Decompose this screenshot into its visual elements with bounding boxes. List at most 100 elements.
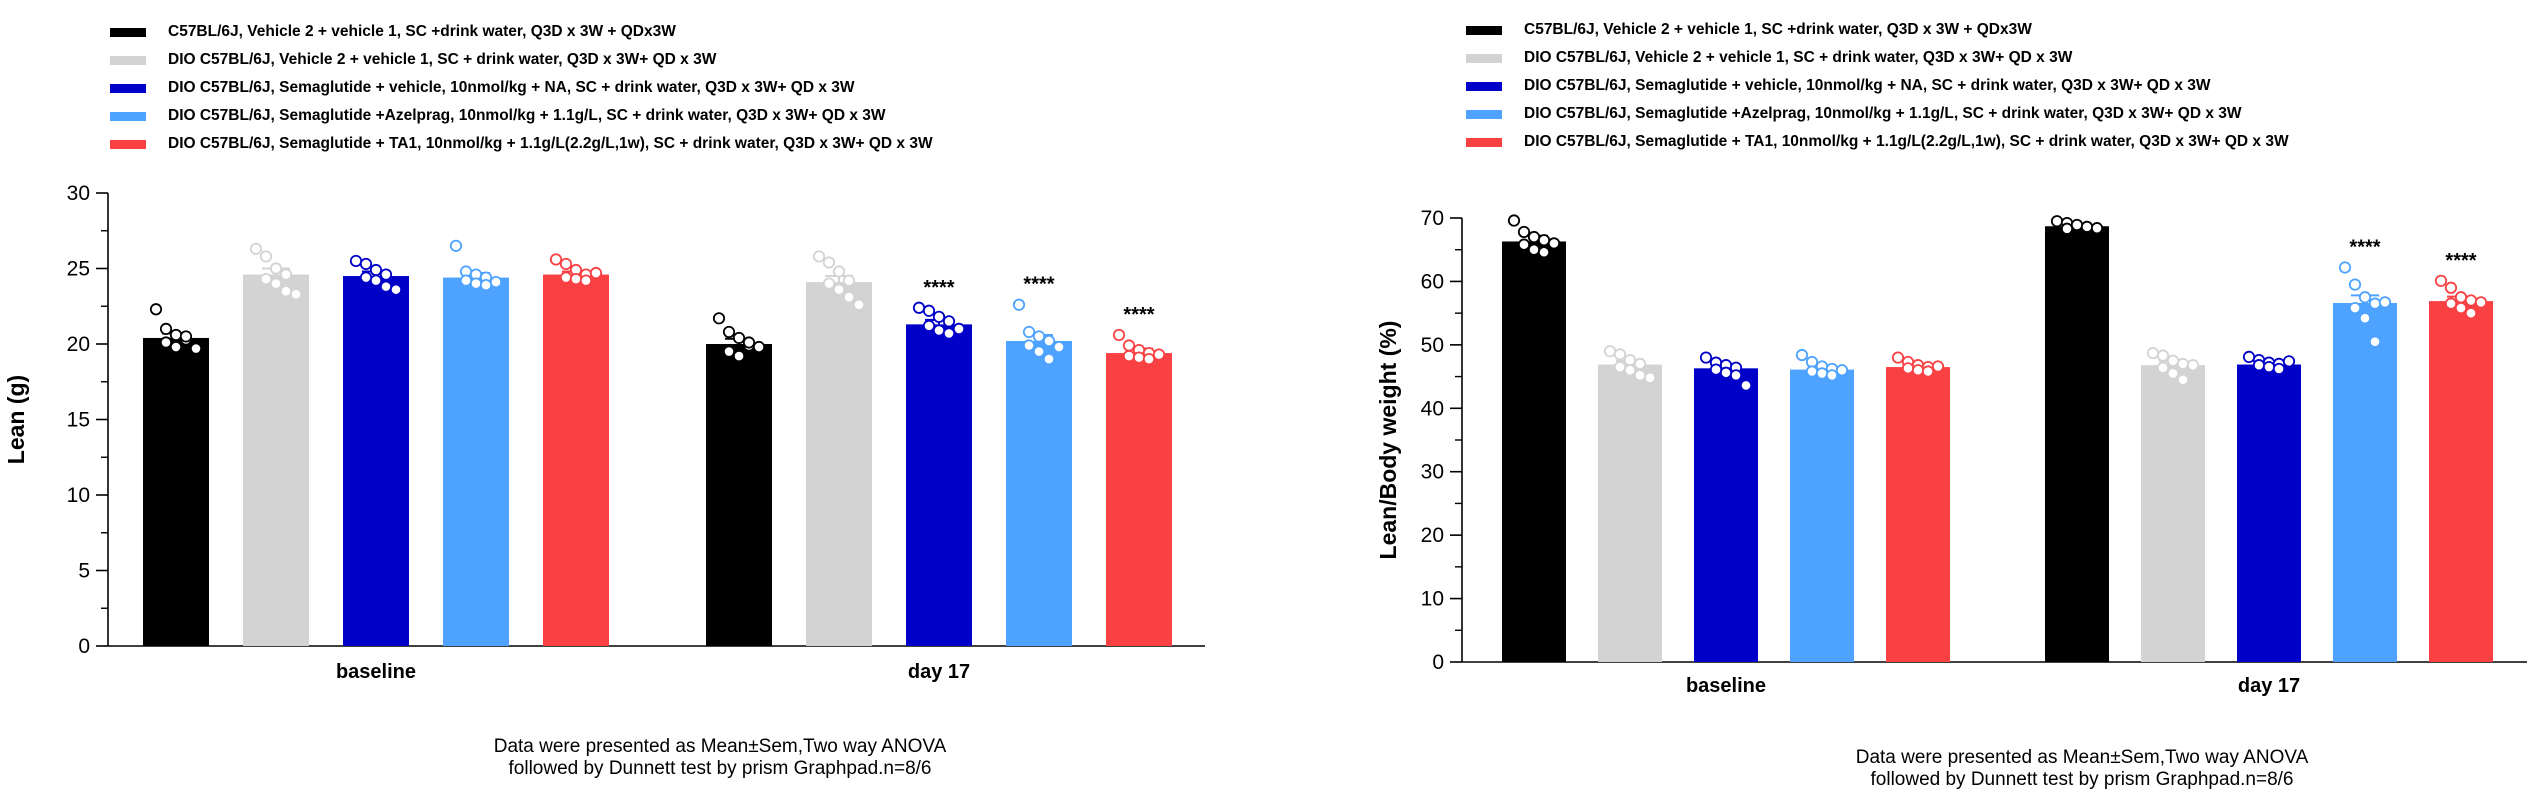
data-point	[942, 315, 956, 328]
data-point	[2338, 261, 2352, 274]
bar	[1790, 369, 1854, 662]
data-point	[1517, 238, 1531, 251]
legend-label: DIO C57BL/6J, Semaglutide +Azelprag, 10n…	[168, 107, 886, 124]
data-point	[1042, 352, 1056, 366]
significance-marker: ****	[1023, 274, 1054, 296]
chart-panel-lean: C57BL/6J, Vehicle 2 + vehicle 1, SC +dri…	[3, 18, 1205, 780]
data-point	[479, 279, 493, 292]
legend-item: C57BL/6J, Vehicle 2 + vehicle 1, SC +dri…	[1466, 16, 2289, 44]
data-point	[2156, 361, 2170, 374]
data-point	[812, 250, 826, 263]
data-point	[732, 349, 746, 363]
data-point	[1901, 362, 1915, 375]
bar	[143, 337, 209, 646]
data-point	[449, 239, 463, 252]
legend-item: DIO C57BL/6J, Vehicle 2 + vehicle 1, SC …	[1466, 44, 2289, 72]
data-point	[1699, 351, 1713, 364]
data-point	[2444, 281, 2458, 294]
data-point	[1517, 225, 1531, 239]
data-point	[832, 283, 846, 296]
data-point	[2166, 367, 2180, 380]
bar-chart-lean: 0 5 10 15 20 25 30 Lean (g) baseline day 17 **** **…	[3, 182, 1205, 683]
stats-note: Data were presented as Mean±Sem,Two way …	[330, 736, 1110, 780]
y-tick-label: 60	[1421, 270, 1444, 293]
legend-swatch	[1466, 137, 1502, 147]
data-point	[1032, 330, 1046, 343]
y-tick-label: 15	[67, 409, 90, 432]
data-point	[1911, 364, 1925, 377]
significance-marker: ****	[2349, 236, 2380, 258]
data-point	[1623, 353, 1637, 367]
data-point	[1012, 298, 1026, 311]
x-category-label: day 17	[2238, 675, 2300, 697]
data-point	[2434, 274, 2448, 287]
data-point	[1537, 246, 1551, 259]
bar	[1502, 241, 1566, 662]
data-point	[189, 342, 203, 355]
data-point	[1835, 364, 1849, 377]
data-point	[712, 312, 726, 325]
legend-item: DIO C57BL/6J, Semaglutide + TA1, 10nmol/…	[110, 130, 933, 158]
data-point	[1643, 371, 1657, 384]
data-point	[1613, 360, 1627, 374]
significance-marker: ****	[1123, 304, 1154, 326]
data-point	[922, 319, 936, 332]
data-point	[2272, 362, 2286, 376]
data-point	[722, 325, 736, 339]
legend-item: DIO C57BL/6J, Vehicle 2 + vehicle 1, SC …	[110, 46, 933, 74]
data-point	[852, 298, 866, 311]
chart-legend: C57BL/6J, Vehicle 2 + vehicle 1, SC +dri…	[110, 18, 933, 158]
data-point	[822, 277, 836, 290]
data-point	[459, 274, 473, 287]
y-tick-label: 40	[1421, 397, 1444, 420]
y-axis-label: Lean (g)	[3, 375, 29, 464]
y-tick-label: 5	[78, 560, 90, 583]
legend-item: DIO C57BL/6J, Semaglutide +Azelprag, 10n…	[1466, 100, 2289, 128]
legend-swatch	[1466, 81, 1502, 91]
data-point	[2070, 218, 2084, 232]
data-point	[169, 328, 183, 342]
data-point	[1709, 363, 1723, 376]
data-point	[2378, 296, 2392, 309]
data-point	[349, 254, 363, 268]
data-point	[2358, 312, 2372, 325]
legend-label: DIO C57BL/6J, Semaglutide + TA1, 10nmol/…	[168, 135, 933, 152]
data-point	[1547, 237, 1561, 250]
data-point	[1527, 243, 1541, 256]
data-point	[832, 265, 846, 278]
data-point	[1921, 365, 1935, 378]
data-point	[269, 262, 283, 275]
data-point	[2080, 220, 2094, 233]
data-point	[1633, 357, 1647, 370]
data-point	[1132, 351, 1146, 364]
data-point	[2176, 357, 2190, 370]
data-point	[589, 266, 603, 280]
data-point	[1022, 339, 1036, 352]
data-point	[2368, 335, 2382, 348]
legend-label: DIO C57BL/6J, Vehicle 2 + vehicle 1, SC …	[168, 51, 717, 68]
y-tick-label: 70	[1421, 207, 1444, 230]
data-point	[2348, 278, 2362, 291]
data-point	[359, 271, 373, 284]
y-tick-label: 0	[1432, 651, 1444, 674]
data-point	[2368, 297, 2382, 310]
bar	[1106, 353, 1172, 646]
data-point	[922, 304, 936, 317]
legend-label: DIO C57BL/6J, Semaglutide + vehicle, 10n…	[1524, 77, 2211, 94]
chart-panel-lean-body-weight: C57BL/6J, Vehicle 2 + vehicle 1, SC +dri…	[1272, 0, 2544, 799]
data-point	[932, 324, 946, 337]
data-point	[1142, 352, 1156, 366]
legend-item: DIO C57BL/6J, Semaglutide +Azelprag, 10n…	[110, 102, 933, 130]
data-point	[1032, 345, 1046, 358]
data-point	[1815, 367, 1829, 380]
data-point	[2282, 355, 2296, 368]
legend-label: DIO C57BL/6J, Semaglutide +Azelprag, 10n…	[1524, 105, 2242, 122]
data-point	[489, 275, 503, 289]
data-point	[569, 272, 583, 286]
data-point	[549, 253, 563, 266]
data-point	[159, 336, 173, 349]
data-point	[952, 322, 966, 335]
data-point	[1022, 325, 1036, 339]
data-point	[149, 303, 163, 316]
data-point	[1719, 366, 1733, 379]
